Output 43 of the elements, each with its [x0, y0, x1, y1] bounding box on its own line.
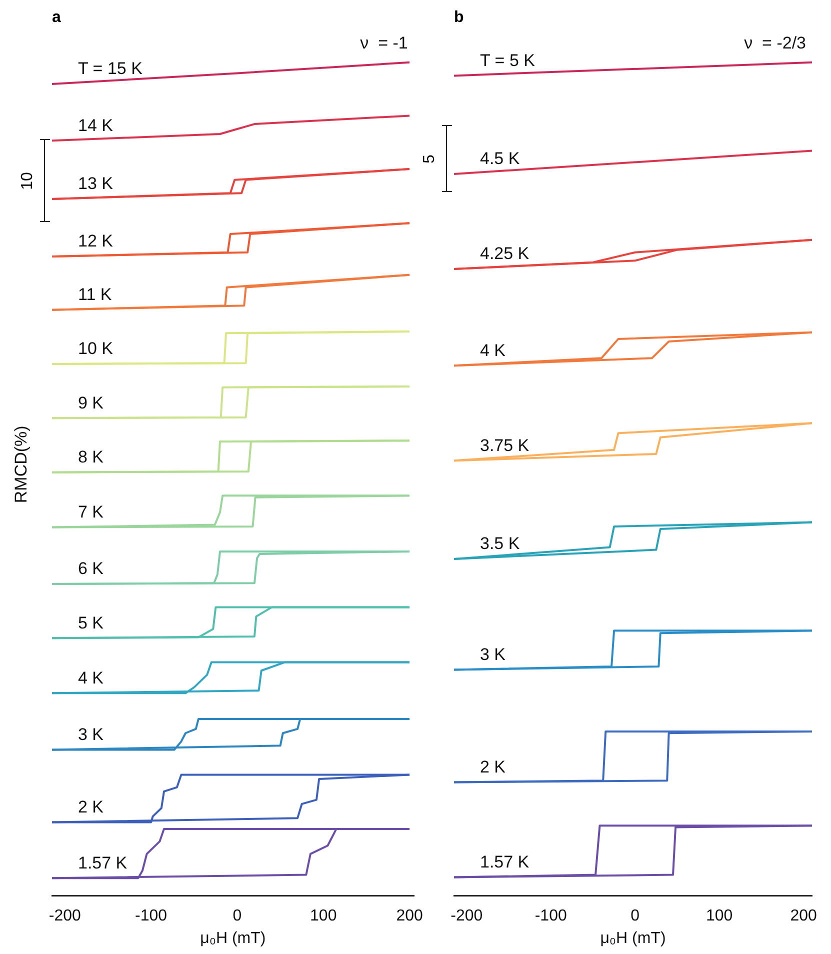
chart-title: b [454, 9, 464, 26]
series-label: 2 K [78, 797, 104, 816]
series-label: 4.5 K [480, 149, 520, 168]
series-label: 8 K [78, 448, 104, 467]
x-tick-label: -100 [534, 908, 567, 925]
x-tick-label: -200 [450, 908, 483, 925]
series-label: 1.57 K [78, 853, 128, 872]
series-label: 4 K [78, 668, 104, 688]
series-label: 13 K [78, 174, 114, 194]
series-label: 3 K [78, 724, 104, 744]
series-label: T = 15 K [78, 59, 144, 78]
series-label: T = 5 K [480, 50, 536, 70]
x-tick-label: 0 [232, 908, 242, 925]
series-label: 2 K [480, 757, 506, 776]
series-label: 14 K [78, 116, 114, 135]
series-label: 1.57 K [480, 852, 530, 872]
text: 5 [420, 153, 439, 165]
series-label: 12 K [78, 232, 114, 251]
x-tick-label: 100 [310, 908, 337, 925]
series-label: 4 K [480, 340, 506, 360]
series-label: 7 K [78, 502, 104, 522]
x-tick-label: -100 [135, 908, 168, 925]
x-tick-label: 100 [706, 908, 733, 925]
x-axis-title: μ₀H (mT) [200, 930, 266, 947]
series-label: 3 K [480, 644, 506, 664]
x-tick-label: -200 [48, 908, 82, 925]
series-label: 11 K [78, 285, 112, 304]
series-label: 6 K [78, 559, 104, 578]
chart-title: a [52, 9, 61, 26]
x-tick-label: 200 [790, 908, 818, 925]
text: ν = -1 [360, 33, 408, 52]
series-label: 3.75 K [480, 436, 530, 455]
series-label: 3.5 K [480, 534, 520, 554]
series-label: 5 K [78, 613, 104, 632]
x-tick-label: 0 [630, 908, 640, 925]
x-axis-title: μ₀H (mT) [600, 930, 666, 947]
series-label: 4.25 K [480, 244, 530, 264]
x-tick-label: 200 [396, 908, 423, 925]
series-label: 10 K [78, 339, 114, 358]
text: ν = -2/3 [744, 33, 806, 52]
text: 10 [18, 170, 37, 190]
y-axis-title: RMCD(%) [12, 426, 31, 504]
series-label: 9 K [78, 393, 104, 412]
